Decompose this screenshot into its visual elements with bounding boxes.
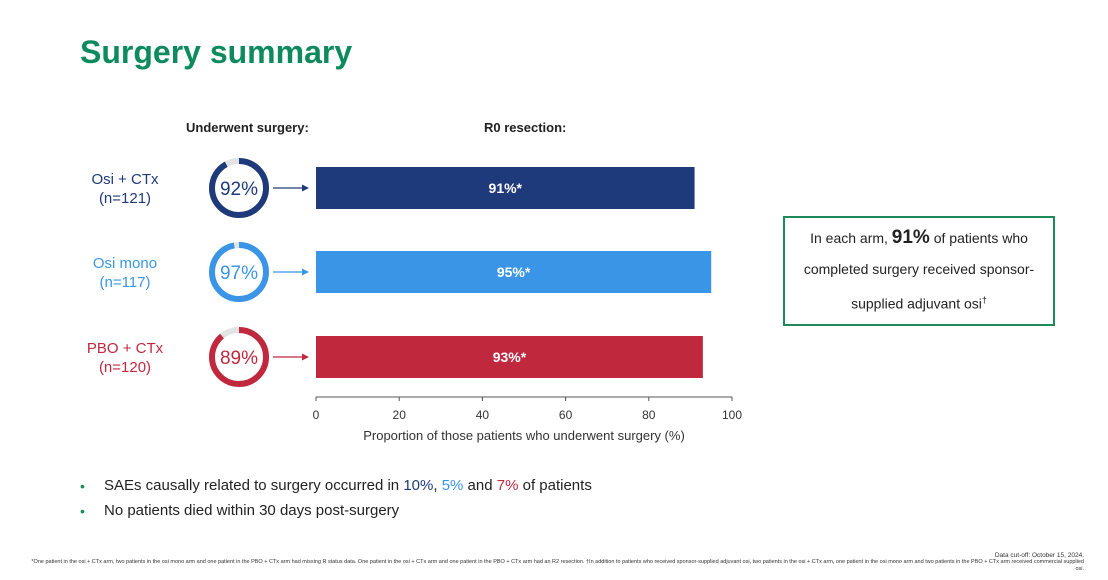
bullet-item: • SAEs causally related to surgery occur… (80, 473, 592, 498)
arrow-head (302, 353, 309, 361)
arrow-head (302, 184, 309, 192)
arm-name-label: Osi + CTx (91, 171, 159, 188)
bullet-list: • SAEs causally related to surgery occur… (80, 473, 592, 523)
r0-bar (316, 336, 703, 378)
x-tick-label: 40 (476, 408, 490, 422)
arm-name-label: PBO + CTx (87, 340, 164, 357)
bullet-1-sep1: , (433, 477, 442, 494)
arm-n-label: (n=120) (99, 359, 151, 376)
x-tick-label: 80 (642, 408, 656, 422)
x-tick-label: 100 (722, 408, 742, 422)
surgery-chart: Osi + CTx (n=121) 92% 91%* Osi mono (n=117) 97… (87, 158, 742, 443)
r0-bar-label: 93%* (493, 349, 527, 365)
r0-bar-label: 95%* (497, 264, 531, 280)
callout-percent: 91% (891, 227, 930, 249)
sae-pbo-ctx: 7% (496, 477, 519, 494)
r0-bar (316, 251, 712, 293)
underwent-surgery-header: Underwent surgery: (186, 120, 309, 135)
callout-dagger: † (981, 295, 987, 306)
callout-box: In each arm, 91% of patients who complet… (783, 216, 1055, 326)
x-tick-label: 60 (559, 408, 573, 422)
underwent-ring-progress (209, 327, 269, 387)
underwent-ring-progress (209, 242, 269, 302)
r0-bar (316, 167, 695, 209)
bullet-1-pre: SAEs causally related to surgery occurre… (104, 477, 404, 494)
arm-n-label: (n=117) (99, 274, 150, 291)
bullet-1-text: SAEs causally related to surgery occurre… (104, 477, 592, 494)
underwent-ring-progress (209, 158, 269, 218)
arm-n-label: (n=121) (99, 190, 151, 207)
x-tick-label: 20 (393, 408, 407, 422)
bullet-1-post: of patients (518, 477, 592, 494)
page-title: Surgery summary (80, 34, 353, 70)
bullet-item: • No patients died within 30 days post-s… (80, 498, 592, 523)
x-tick-label: 0 (313, 408, 320, 422)
callout-pre: In each arm, (810, 230, 892, 247)
data-cutoff: Data cut-off: October 15, 2024. (994, 552, 1084, 559)
callout-post: of patients who completed surgery receiv… (803, 230, 1035, 312)
bullet-dot: • (80, 477, 85, 494)
x-axis-title: Proportion of those patients who underwe… (363, 428, 685, 443)
r0-bar-label: 91%* (489, 180, 523, 196)
underwent-percent-label: 92% (220, 179, 258, 200)
r0-resection-header: R0 resection: (484, 120, 567, 135)
sae-osi-mono: 5% (441, 477, 464, 494)
sae-osi-ctx: 10% (403, 477, 434, 494)
underwent-percent-label: 97% (220, 263, 258, 284)
footnote: *One patient in the osi + CTx arm, two p… (31, 559, 1084, 572)
bullet-1-sep2: and (463, 477, 497, 494)
bullet-dot: • (80, 502, 85, 519)
bullet-2-text: No patients died within 30 days post-sur… (104, 502, 400, 519)
arrow-head (302, 268, 309, 276)
underwent-percent-label: 89% (220, 348, 258, 369)
arm-name-label: Osi mono (93, 255, 157, 272)
